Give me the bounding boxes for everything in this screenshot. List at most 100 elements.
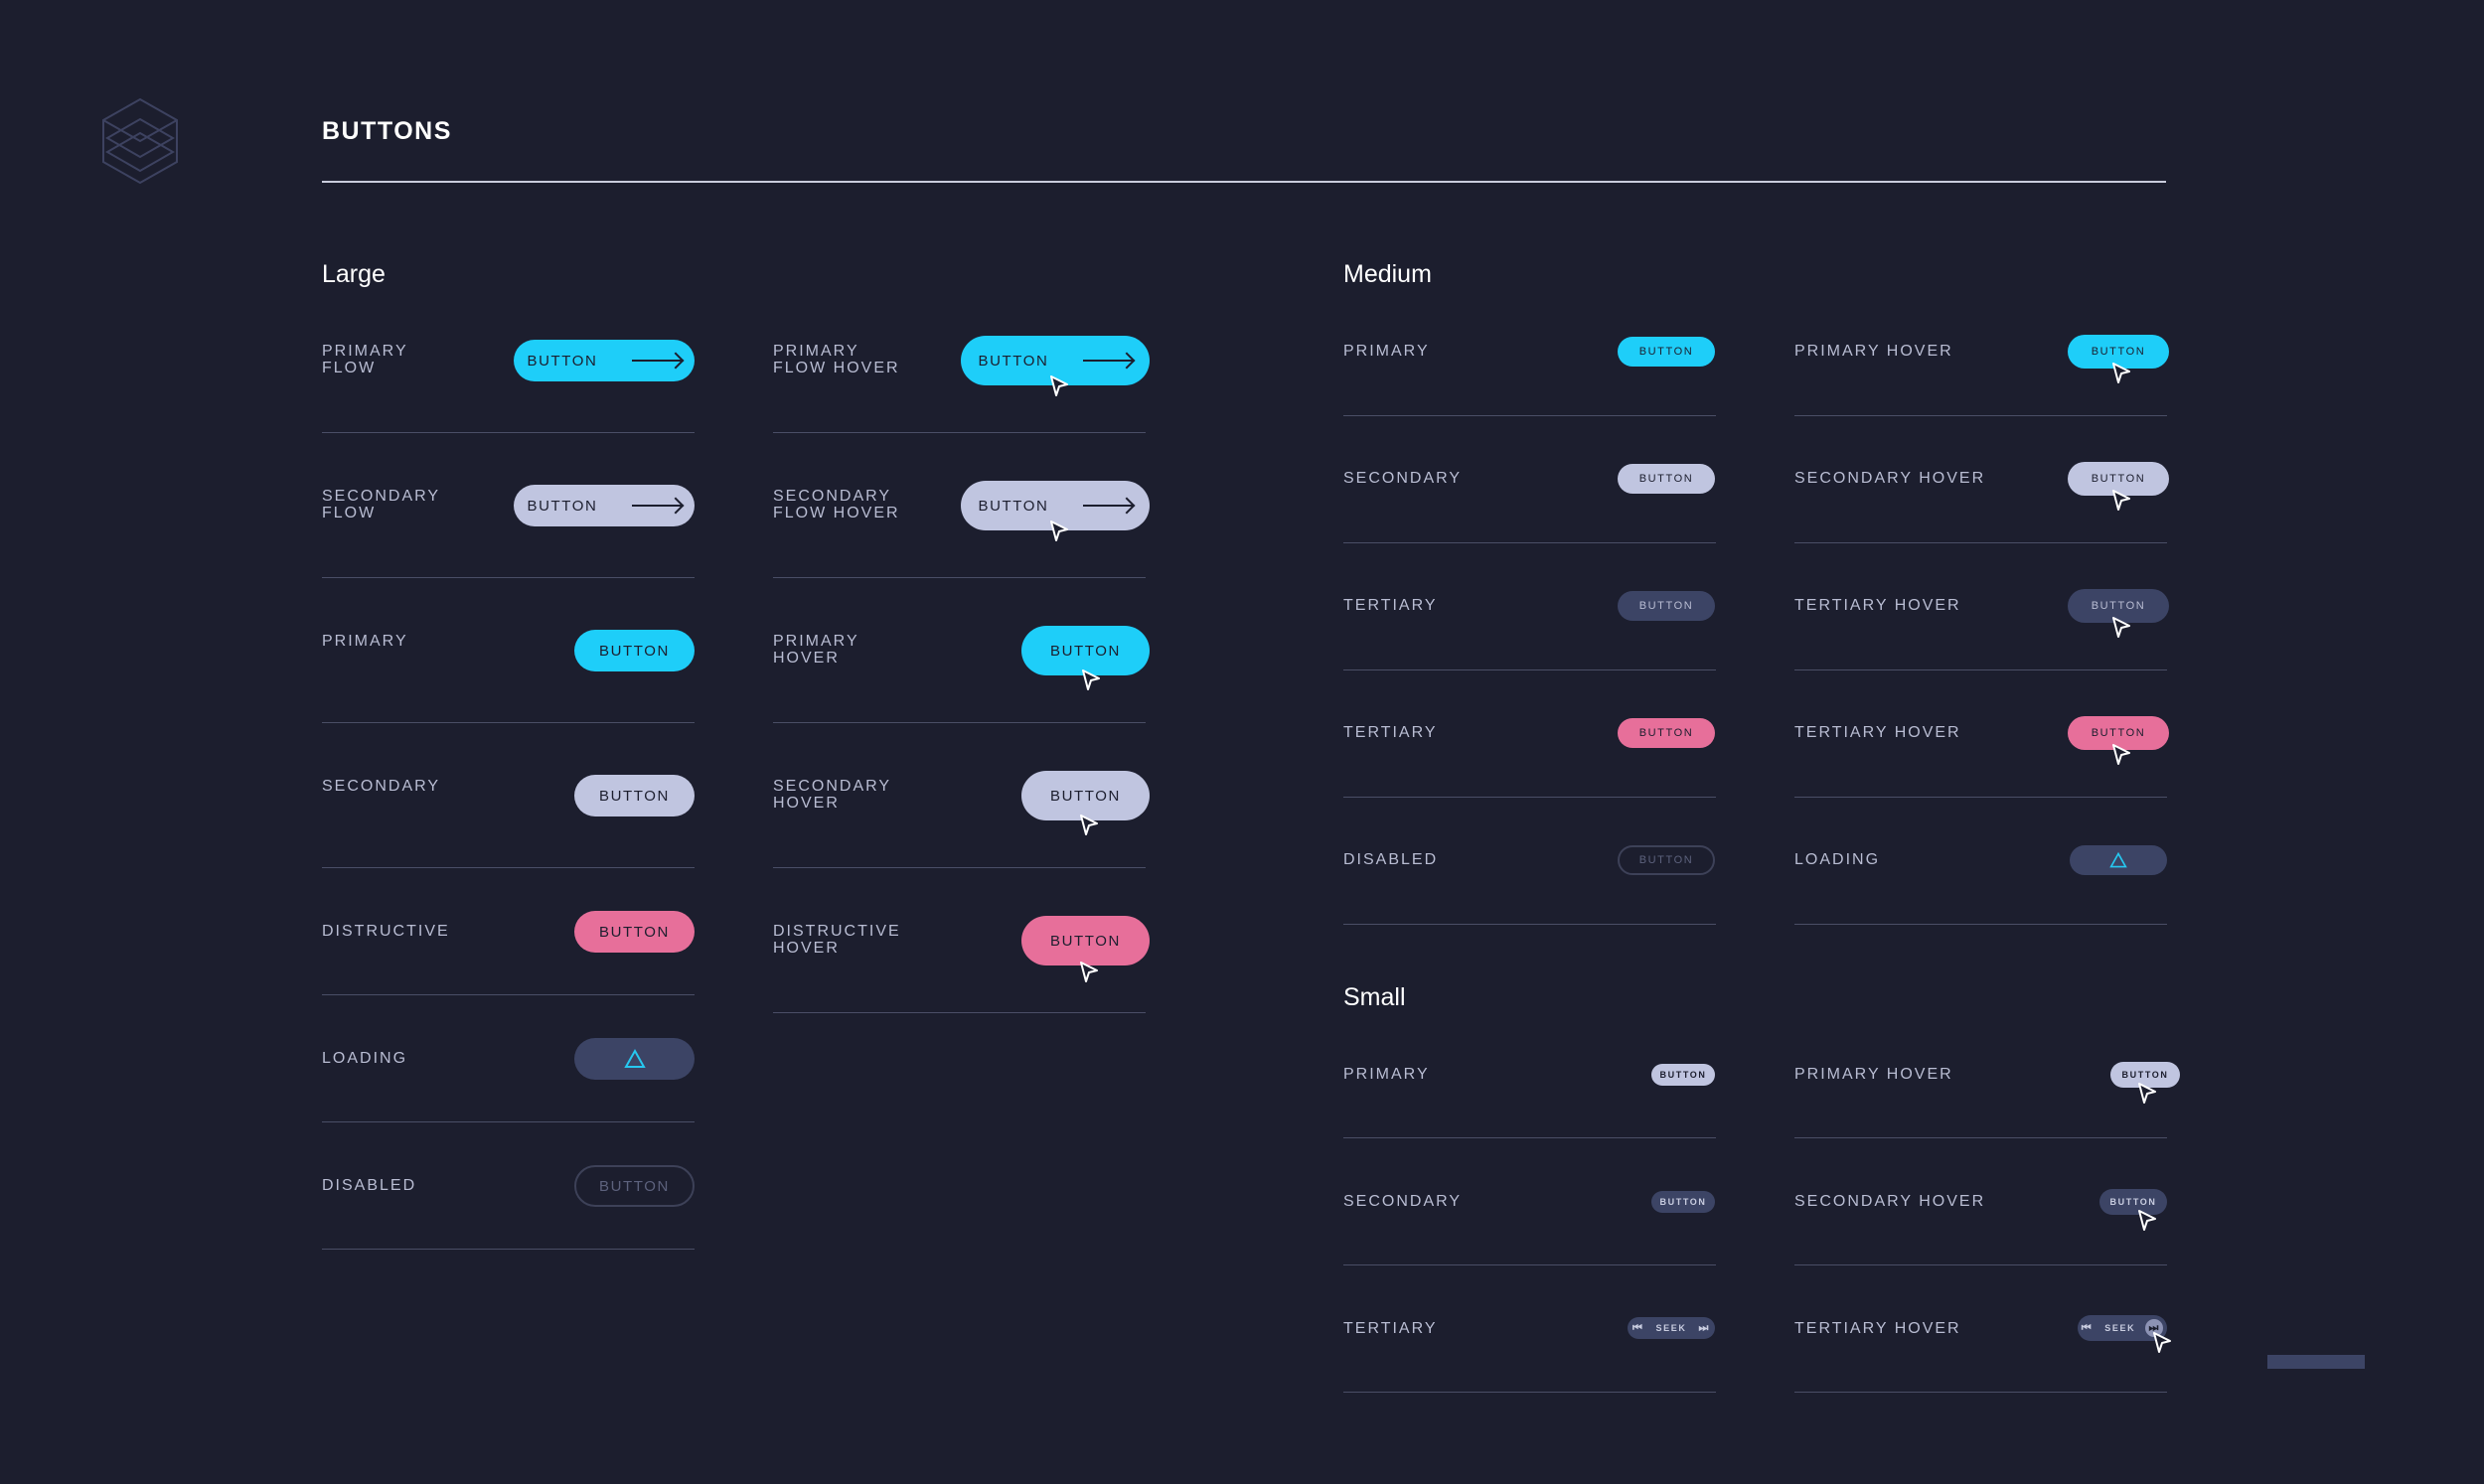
button-label: BUTTON (599, 1177, 670, 1195)
cursor-pointer-icon (1078, 960, 1100, 985)
row-label-primary-flow-hover: PRIMARY FLOW HOVER (773, 343, 900, 376)
row-label-medium-tertiary-pink: TERTIARY (1343, 724, 1438, 741)
row-divider (1794, 1137, 2167, 1138)
button-label: BUTTON (2091, 473, 2146, 485)
small-primary-button[interactable]: BUTTON (1651, 1064, 1715, 1086)
medium-primary-hover-button[interactable]: BUTTON (2068, 335, 2169, 369)
button-label: BUTTON (599, 923, 670, 941)
row-label-medium-tertiary-hover: TERTIARY HOVER (1794, 597, 1961, 614)
row-divider (322, 722, 695, 723)
row-divider (1343, 542, 1716, 543)
cursor-pointer-icon (2110, 488, 2132, 514)
button-label: BUTTON (599, 787, 670, 805)
row-label-primary: PRIMARY (322, 633, 408, 650)
row-divider (1794, 1264, 2167, 1265)
medium-disabled-button[interactable]: BUTTON (1618, 845, 1715, 875)
button-label: BUTTON (599, 642, 670, 660)
row-label-small-secondary: SECONDARY (1343, 1193, 1463, 1210)
row-divider (773, 577, 1146, 578)
small-secondary-button[interactable]: BUTTON (1651, 1191, 1715, 1213)
row-divider (1794, 542, 2167, 543)
secondary-flow-button[interactable]: BUTTON (514, 485, 695, 526)
skip-forward-icon[interactable]: ⏭ (2145, 1319, 2164, 1337)
section-title-large: Large (322, 260, 386, 288)
arrow-right-icon (1082, 360, 1133, 362)
button-label: BUTTON (978, 352, 1049, 370)
destructive-hover-button[interactable]: BUTTON (1021, 916, 1150, 965)
button-label: BUTTON (2091, 346, 2146, 358)
cursor-pointer-icon (1048, 373, 1070, 399)
button-label: SEEK (2104, 1323, 2136, 1333)
button-label: BUTTON (1638, 346, 1694, 358)
row-label-secondary-hover: SECONDARY HOVER (773, 778, 892, 812)
button-label: BUTTON (1638, 473, 1694, 485)
row-label-medium-tertiary: TERTIARY (1343, 597, 1438, 614)
row-label-secondary: SECONDARY (322, 778, 441, 795)
row-divider (1794, 1392, 2167, 1393)
arrow-right-icon (631, 360, 682, 362)
row-divider (773, 432, 1146, 433)
row-divider (1343, 1137, 1716, 1138)
small-seek-button[interactable]: ⏮ SEEK ⏭ (1628, 1317, 1715, 1339)
button-label: BUTTON (1659, 1197, 1707, 1207)
row-label-small-tertiary: TERTIARY (1343, 1320, 1438, 1337)
medium-primary-button[interactable]: BUTTON (1618, 337, 1715, 367)
button-label: BUTTON (1050, 787, 1121, 805)
cursor-pointer-icon (1080, 668, 1102, 693)
button-label: BUTTON (2091, 600, 2146, 612)
medium-tertiary-pink-hover-button[interactable]: BUTTON (2068, 716, 2169, 750)
row-divider (1343, 415, 1716, 416)
cursor-pointer-icon (2151, 1330, 2173, 1356)
row-label-destructive: DISTRUCTIVE (322, 923, 450, 940)
primary-hover-button[interactable]: BUTTON (1021, 626, 1150, 675)
row-divider (773, 1012, 1146, 1013)
row-divider (322, 577, 695, 578)
secondary-button[interactable]: BUTTON (574, 775, 695, 816)
button-label: BUTTON (527, 497, 598, 515)
row-label-medium-disabled: DISABLED (1343, 851, 1439, 868)
row-label-medium-tertiary-pink-hover: TERTIARY HOVER (1794, 724, 1961, 741)
row-label-primary-hover: PRIMARY HOVER (773, 633, 859, 667)
button-label: BUTTON (1050, 932, 1121, 950)
small-secondary-hover-button[interactable]: BUTTON (2099, 1189, 2167, 1215)
section-title-medium: Medium (1343, 260, 1432, 288)
page-title: BUTTONS (322, 117, 452, 145)
row-divider (1794, 415, 2167, 416)
small-seek-hover-button[interactable]: ⏮ SEEK ⏭ (2078, 1315, 2167, 1341)
primary-flow-hover-button[interactable]: BUTTON (961, 336, 1150, 385)
secondary-flow-hover-button[interactable]: BUTTON (961, 481, 1150, 530)
loading-button[interactable] (574, 1038, 695, 1080)
row-label-loading: LOADING (322, 1050, 408, 1067)
arrow-right-icon (631, 505, 682, 507)
primary-button[interactable]: BUTTON (574, 630, 695, 671)
row-divider (322, 1249, 695, 1250)
loading-triangle-icon (2109, 851, 2127, 868)
skip-forward-icon[interactable]: ⏭ (1698, 1321, 1710, 1334)
row-divider (1343, 669, 1716, 670)
row-divider (1794, 924, 2167, 925)
row-divider (1794, 797, 2167, 798)
secondary-hover-button[interactable]: BUTTON (1021, 771, 1150, 820)
scrollbar-thumb[interactable] (2267, 1355, 2365, 1369)
row-divider (1794, 669, 2167, 670)
arrow-right-icon (1082, 505, 1133, 507)
disabled-button[interactable]: BUTTON (574, 1165, 695, 1207)
skip-back-icon[interactable]: ⏮ (1632, 1321, 1644, 1334)
button-label: BUTTON (2121, 1070, 2169, 1080)
skip-back-icon[interactable]: ⏮ (2081, 1321, 2094, 1334)
logo-icon (102, 97, 178, 185)
medium-secondary-hover-button[interactable]: BUTTON (2068, 462, 2169, 496)
medium-tertiary-button[interactable]: BUTTON (1618, 591, 1715, 621)
medium-secondary-button[interactable]: BUTTON (1618, 464, 1715, 494)
row-divider (1343, 797, 1716, 798)
row-label-small-tertiary-hover: TERTIARY HOVER (1794, 1320, 1961, 1337)
title-divider (322, 181, 2166, 183)
button-label: SEEK (1655, 1323, 1687, 1333)
small-primary-hover-button[interactable]: BUTTON (2110, 1062, 2180, 1088)
primary-flow-button[interactable]: BUTTON (514, 340, 695, 381)
row-label-small-secondary-hover: SECONDARY HOVER (1794, 1193, 1986, 1210)
medium-tertiary-hover-button[interactable]: BUTTON (2068, 589, 2169, 623)
destructive-button[interactable]: BUTTON (574, 911, 695, 953)
medium-loading-button[interactable] (2070, 845, 2167, 875)
medium-tertiary-pink-button[interactable]: BUTTON (1618, 718, 1715, 748)
